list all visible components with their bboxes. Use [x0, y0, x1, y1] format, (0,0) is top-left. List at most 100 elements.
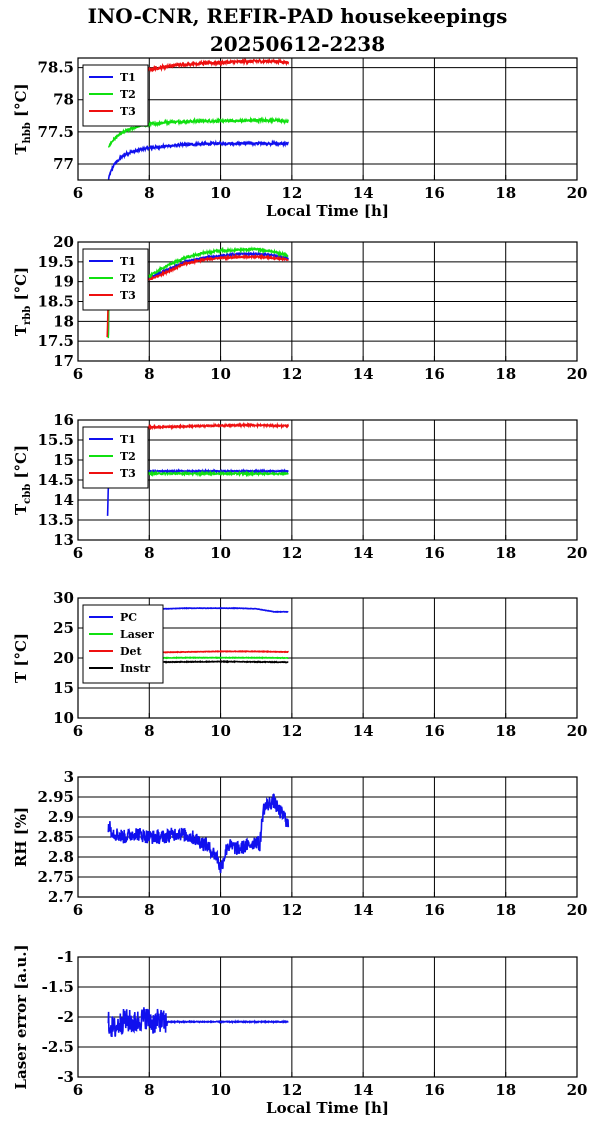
- x-tick-label: 10: [210, 544, 231, 562]
- y-tick-label: -2: [57, 1008, 74, 1026]
- y-tick-label: -3: [57, 1068, 74, 1086]
- x-tick-label: 20: [567, 365, 588, 383]
- x-tick-label: 16: [424, 901, 445, 919]
- legend-box: [82, 64, 149, 127]
- series-line-t1: [107, 139, 290, 180]
- legend-label: Laser: [120, 628, 154, 641]
- plot-frame: [77, 956, 578, 1078]
- y-tick-label: 2.9: [48, 808, 74, 826]
- series-line-pc: [149, 606, 289, 614]
- y-tick-label: 19.5: [37, 253, 74, 271]
- y-tick-label: 14: [53, 491, 74, 509]
- x-tick-label: 10: [210, 722, 231, 740]
- x-tick-label: 16: [424, 1081, 445, 1099]
- y-tick-label: 13: [53, 531, 74, 549]
- x-tick-label: 10: [210, 184, 231, 202]
- legend-box: [82, 248, 149, 311]
- legend-label: T3: [120, 467, 136, 480]
- x-tick-label: 12: [281, 722, 302, 740]
- y-tick-label: 19: [53, 273, 74, 291]
- legend-label: Instr: [120, 662, 150, 675]
- x-tick-label: 18: [495, 1081, 516, 1099]
- legend-label: T3: [120, 289, 136, 302]
- legend-label: Det: [120, 645, 143, 658]
- y-tick-label: 78.5: [37, 59, 74, 77]
- x-tick-label: 14: [353, 365, 374, 383]
- chart-title-line-1: INO-CNR, REFIR-PAD housekeepings: [87, 4, 508, 28]
- x-tick-label: 6: [73, 365, 83, 383]
- legend-label: T3: [120, 105, 136, 118]
- x-tick-label: 18: [495, 544, 516, 562]
- y-tick-label: 2.7: [48, 888, 74, 906]
- x-tick-label: 20: [567, 901, 588, 919]
- x-tick-label: 10: [210, 1081, 231, 1099]
- x-tick-label: 10: [210, 365, 231, 383]
- plot-frame: [77, 419, 578, 541]
- legend: PC Laser Det Instr: [82, 604, 164, 684]
- chart-panel-4: 6 8 10 12 14 16 18 20 10 15 20 25 30 T [°C] PC Laser Det…: [12, 589, 587, 740]
- y-axis-label: T [°C]: [12, 633, 30, 683]
- y-tick-label: 18.5: [37, 293, 74, 311]
- x-tick-label: 6: [73, 1081, 83, 1099]
- x-tick-label: 14: [353, 184, 374, 202]
- x-tick-label: 12: [281, 184, 302, 202]
- x-tick-label: 20: [567, 544, 588, 562]
- x-tick-label: 18: [495, 184, 516, 202]
- x-tick-label: 12: [281, 365, 302, 383]
- y-tick-label: 15: [53, 451, 74, 469]
- plot-frame: [77, 597, 578, 719]
- plot-frame: [77, 776, 578, 898]
- y-axis-label: Laser error [a.u.]: [12, 944, 30, 1089]
- y-tick-label: 17.5: [37, 332, 74, 350]
- legend-label: T2: [120, 272, 136, 285]
- series-group: [141, 606, 289, 664]
- y-tick-label: 3: [64, 768, 74, 786]
- y-tick-label: 16: [53, 411, 74, 429]
- x-tick-label: 8: [144, 901, 154, 919]
- x-tick-label: 14: [353, 722, 374, 740]
- x-tick-label: 8: [144, 1081, 154, 1099]
- y-axis-label: RH [%]: [12, 807, 30, 867]
- y-tick-label: 14.5: [37, 471, 74, 489]
- x-tick-label: 12: [281, 901, 302, 919]
- y-tick-label: 15.5: [37, 431, 74, 449]
- x-tick-label: 6: [73, 544, 83, 562]
- x-tick-label: 20: [567, 722, 588, 740]
- x-tick-label: 16: [424, 722, 445, 740]
- y-tick-label: 17: [53, 352, 74, 370]
- y-tick-label: 2.95: [37, 788, 74, 806]
- series-group: [107, 1007, 289, 1038]
- x-tick-label: 18: [495, 365, 516, 383]
- y-tick-label: 2.8: [48, 848, 74, 866]
- series-line-data: [107, 793, 290, 874]
- y-tick-label: -1.5: [42, 978, 74, 996]
- legend-label: T2: [120, 450, 136, 463]
- x-tick-label: 16: [424, 544, 445, 562]
- chart-panel-1: 6 8 10 12 14 16 18 20 77 77.5 78 78.5 Local Time [h]…: [12, 57, 587, 220]
- y-tick-label: 77: [53, 155, 74, 173]
- y-tick-label: 78: [53, 91, 74, 109]
- series-line-data: [107, 1007, 289, 1038]
- legend: T1 T2 T3: [82, 64, 149, 127]
- legend: T1 T2 T3: [82, 248, 149, 311]
- x-tick-label: 16: [424, 184, 445, 202]
- y-tick-label: 13.5: [37, 511, 74, 529]
- x-tick-label: 6: [73, 901, 83, 919]
- y-tick-label: 77.5: [37, 123, 74, 141]
- series-group: [107, 793, 290, 874]
- y-axis-label: Tcbb [°C]: [12, 445, 33, 515]
- y-tick-label: 2.75: [37, 868, 74, 886]
- x-tick-label: 6: [73, 184, 83, 202]
- x-tick-label: 18: [495, 722, 516, 740]
- y-tick-label: -1: [57, 948, 74, 966]
- y-tick-label: 20: [53, 233, 74, 251]
- chart-panel-5: 6 8 10 12 14 16 18 20 2.7 2.75 2.8 2.85 2.9 2.95 3 RH […: [12, 768, 587, 919]
- x-tick-label: 8: [144, 365, 154, 383]
- x-tick-label: 14: [353, 544, 374, 562]
- x-tick-label: 14: [353, 1081, 374, 1099]
- y-tick-label: 20: [53, 649, 74, 667]
- chart-title-line-2: 20250612-2238: [209, 32, 386, 56]
- series-line-t3: [145, 58, 290, 74]
- legend-label: T1: [120, 433, 136, 446]
- y-axis-label: Thbb [°C]: [12, 83, 33, 154]
